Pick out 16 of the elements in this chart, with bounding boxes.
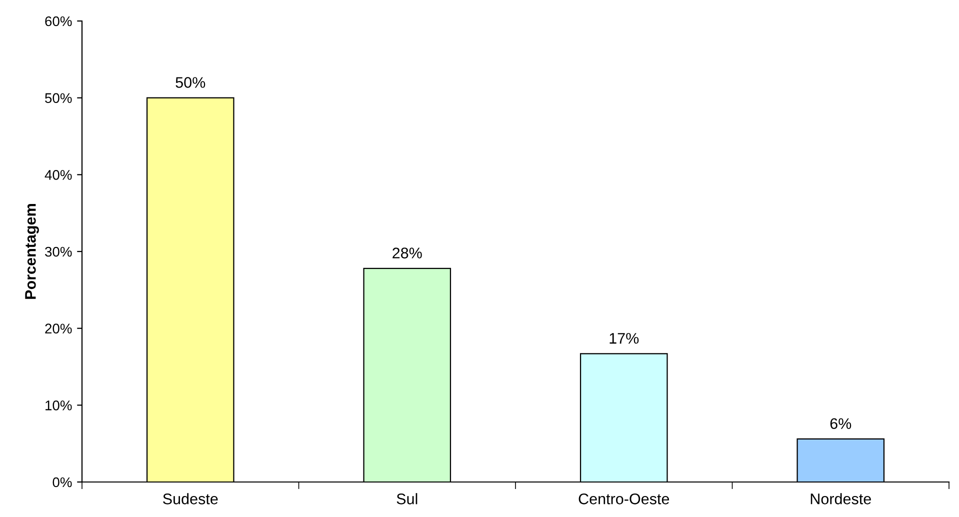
- y-tick-label: 0%: [52, 477, 72, 488]
- x-tick-label: Sul: [396, 493, 418, 504]
- y-axis-title: Porcentagem: [25, 204, 39, 299]
- y-tick-label: 40%: [44, 170, 72, 180]
- data-label: 50%: [176, 77, 206, 88]
- y-tick-label: 50%: [45, 93, 72, 104]
- y-tick-label: 10%: [46, 400, 72, 410]
- data-label: 17%: [610, 332, 639, 344]
- data-label: 28%: [392, 248, 422, 258]
- y-tick-label: 60%: [45, 16, 72, 26]
- y-tick-label: 30%: [45, 246, 72, 257]
- y-tick-label: 20%: [45, 324, 72, 334]
- x-tick-label: Nordeste: [810, 493, 871, 504]
- x-tick-label: Centro-Oeste: [578, 494, 670, 504]
- x-tick-label: Sudeste: [163, 493, 218, 504]
- data-label: 6%: [830, 418, 852, 430]
